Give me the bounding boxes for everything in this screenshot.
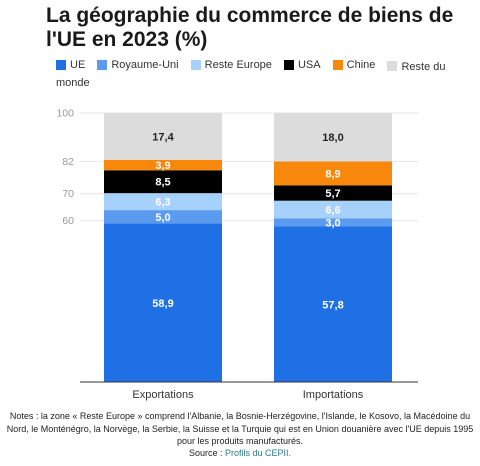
chart-legend: UE Royaume-Uni Reste Europe USA Chine Re… [56, 57, 466, 91]
y-tick-label: 70 [62, 188, 74, 200]
legend-item-reste-du-monde: Reste du monde [56, 61, 446, 89]
source-prefix: Source : [188, 448, 225, 458]
data-label: 3,0 [325, 217, 340, 229]
source-link[interactable]: Profils du CEPII. [225, 448, 292, 458]
value-labels: 58,9 5,0 6,3 8,5 3,9 17,4 57,8 3,06,6 5,7 8,9 18,0 [152, 131, 343, 311]
data-label: 3,9 [155, 160, 170, 172]
chart-title: La géographie du commerce de biens de l'… [46, 4, 454, 51]
y-tick-label: 82 [62, 156, 74, 168]
bar-segment-ue [104, 223, 222, 382]
bar-segment-ue [274, 226, 392, 382]
legend-label-reste-du-monde: Reste du monde [56, 61, 446, 89]
bar-segment-chine [104, 159, 222, 171]
data-label: 17,4 [152, 131, 174, 143]
legend-swatch-reste-du-monde [387, 61, 398, 71]
data-label: 8,9 [325, 168, 340, 180]
stacked-bar-chart: 100 82 70 60 58,9 5,0 6,3 8,5 3,9 17,4 57,8 3,06,6… [56, 108, 418, 401]
data-label: 58,9 [152, 298, 173, 310]
bar-segment-usa [274, 185, 392, 201]
data-label: 6,3 [155, 197, 170, 209]
data-label: 5,0 [155, 212, 170, 224]
legend-swatch-reste-europe [190, 60, 201, 70]
legend-item-usa: USA [283, 57, 321, 73]
bars [104, 113, 392, 382]
legend-label-reste-europe: Reste Europe [204, 59, 272, 71]
legend-label-chine: Chine [346, 59, 376, 71]
legend-item-ue: UE [56, 57, 85, 73]
legend-item-reste-europe: Reste Europe [190, 57, 272, 73]
y-tick-label: 100 [56, 108, 74, 120]
legend-swatch-chine [332, 60, 343, 70]
y-tick-labels: 100 82 70 60 [56, 108, 74, 228]
data-label: 6,6 [325, 205, 340, 217]
bar-segment-usa [104, 170, 222, 194]
legend-swatch-usa [283, 60, 294, 70]
legend-label-usa: USA [297, 59, 321, 71]
bar-segment-reste-du-monde [104, 113, 222, 160]
chart-notes: Notes : la zone « Reste Europe » compren… [6, 411, 474, 446]
bar-segment-reste-du-monde [274, 113, 392, 162]
legend-swatch-royaume-uni [97, 60, 108, 70]
legend-label-royaume-uni: Royaume-Uni [111, 59, 179, 71]
bar-segment-reste-europe [104, 193, 222, 211]
x-category-label: Importations [303, 389, 364, 401]
bar-segment-royaume-uni [104, 210, 222, 224]
legend-swatch-ue [56, 60, 66, 70]
x-category-labels: Exportations Importations [132, 389, 363, 401]
bar-segment-reste-europe [274, 200, 392, 219]
bar-segment-chine [274, 161, 392, 186]
y-tick-label: 60 [62, 215, 74, 227]
x-category-label: Exportations [132, 389, 194, 401]
legend-item-chine: Chine [332, 57, 376, 73]
data-label: 5,7 [325, 188, 340, 200]
chart-source: Source : Profils du CEPII. [0, 448, 480, 458]
legend-item-royaume-uni: Royaume-Uni [97, 57, 179, 73]
legend-label-ue: UE [70, 59, 86, 71]
bar-segment-royaume-uni [274, 218, 392, 227]
data-label: 18,0 [322, 132, 343, 144]
data-label: 57,8 [322, 299, 343, 311]
data-label: 8,5 [155, 177, 170, 189]
